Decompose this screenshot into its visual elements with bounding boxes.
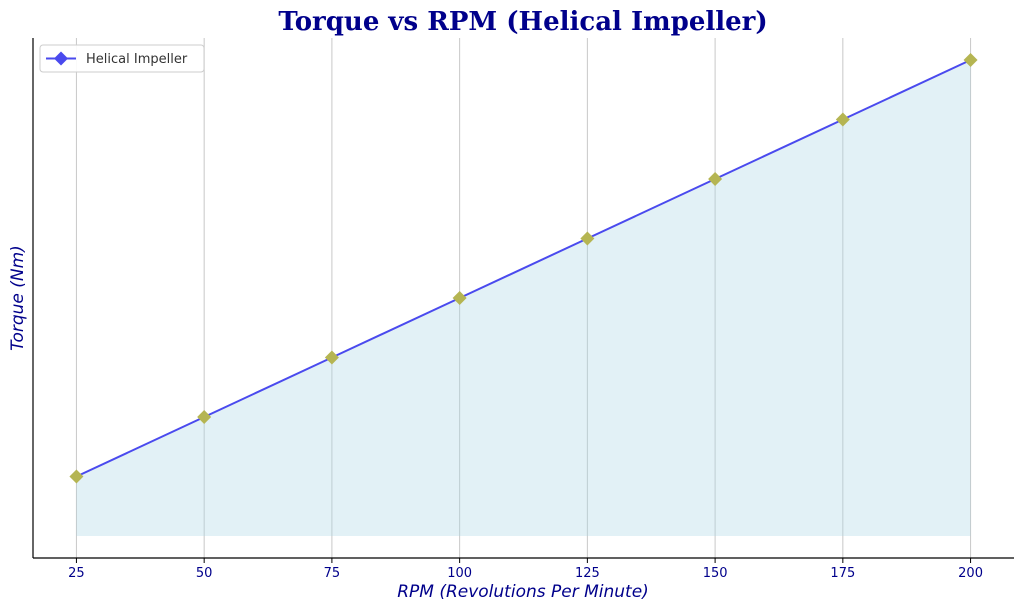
- data-point-150: [708, 172, 723, 187]
- legend-box: [39, 44, 205, 73]
- legend-entry-helical-impeller: Helical Impeller: [86, 52, 188, 67]
- data-point-50: [197, 409, 212, 424]
- legend-diamond-icon: [54, 51, 68, 66]
- data-point-200: [963, 53, 978, 68]
- x-tick-label-3: 100: [447, 566, 472, 581]
- series-line-helical-impeller: [76, 59, 971, 478]
- x-axis-ticks: 25 50 75 100 125 150 175 200: [68, 558, 983, 581]
- data-markers: [69, 53, 978, 484]
- legend: Helical Impeller: [39, 44, 205, 73]
- area-fill: [76, 60, 971, 536]
- x-tick-label-2: 75: [324, 566, 341, 581]
- x-tick-label-7: 200: [958, 566, 983, 581]
- series-line-layer: [76, 59, 971, 478]
- data-point-125: [580, 231, 595, 246]
- x-axis-label: RPM (Revolutions Per Minute): [397, 582, 649, 602]
- area-fill-layer: [76, 60, 971, 536]
- data-point-175: [835, 112, 850, 127]
- x-tick-label-1: 50: [196, 566, 213, 581]
- data-point-25: [69, 469, 84, 484]
- data-point-100: [452, 291, 467, 305]
- x-tick-label-4: 125: [575, 566, 600, 581]
- chart-title: Torque vs RPM (Helical Impeller): [278, 7, 767, 37]
- x-tick-label-5: 150: [703, 566, 728, 581]
- x-tick-label-6: 175: [830, 566, 855, 581]
- x-tick-label-0: 25: [68, 566, 85, 581]
- data-point-75: [324, 350, 339, 365]
- y-axis-label: Torque (Nm): [8, 245, 28, 351]
